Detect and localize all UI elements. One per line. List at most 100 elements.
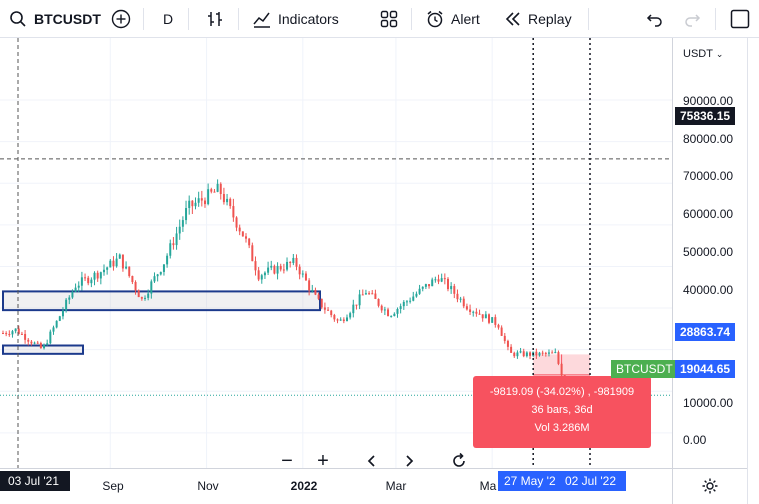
reset-chart-button[interactable] bbox=[444, 446, 474, 468]
candle-body bbox=[118, 254, 121, 259]
candle-body bbox=[178, 226, 181, 234]
redo-button[interactable] bbox=[682, 0, 702, 38]
candle-body bbox=[314, 290, 317, 295]
price-tick: 60000.00 bbox=[683, 207, 734, 221]
time-tick: Ma bbox=[479, 479, 497, 493]
candle-body bbox=[541, 352, 544, 354]
chevron-left-icon bbox=[367, 455, 375, 467]
zoom-out-button[interactable]: − bbox=[272, 446, 302, 469]
candle-body bbox=[304, 273, 307, 281]
crosshair-date-label: 03 Jul '21 bbox=[0, 471, 70, 491]
candle-body bbox=[383, 309, 386, 311]
candle-body bbox=[465, 306, 468, 310]
candle-body bbox=[254, 261, 257, 271]
candle-body bbox=[396, 308, 399, 314]
price-tick: 70000.00 bbox=[683, 169, 734, 183]
right-sidebar-edge bbox=[747, 38, 759, 504]
candle-body bbox=[522, 351, 525, 357]
fullscreen-button[interactable] bbox=[729, 0, 751, 38]
candle-body bbox=[295, 257, 298, 267]
candle-body bbox=[333, 315, 336, 320]
candle-body bbox=[33, 342, 36, 344]
scroll-right-button[interactable] bbox=[394, 446, 424, 468]
candle-body bbox=[263, 272, 266, 276]
price-axis[interactable]: USDT ⌄ 90000.00 80000.00 70000.00 60000.… bbox=[672, 38, 747, 468]
candle-body bbox=[188, 200, 191, 209]
candle-body bbox=[251, 245, 254, 262]
templates-button[interactable] bbox=[379, 0, 399, 38]
plus-icon: + bbox=[317, 449, 329, 469]
currency-selector[interactable]: USDT ⌄ bbox=[683, 48, 723, 60]
candle-body bbox=[68, 297, 71, 300]
price-tick: 50000.00 bbox=[683, 245, 734, 259]
candle-body bbox=[484, 314, 487, 319]
candlestick-chart[interactable] bbox=[0, 38, 672, 468]
candle-body bbox=[355, 304, 358, 306]
scroll-left-button[interactable] bbox=[357, 446, 387, 468]
candle-body bbox=[257, 270, 260, 280]
zoom-in-button[interactable]: + bbox=[308, 446, 338, 469]
crosshair-price-label: 75836.15 bbox=[675, 107, 736, 125]
measure-volume: Vol 3.286M bbox=[534, 422, 590, 434]
price-tick: 80000.00 bbox=[683, 132, 734, 146]
candle-body bbox=[428, 284, 431, 287]
candle-body bbox=[292, 257, 295, 264]
candle-body bbox=[219, 183, 222, 195]
candle-body bbox=[172, 243, 175, 246]
candle-body bbox=[475, 311, 478, 314]
candle-body bbox=[232, 206, 235, 218]
candle-body bbox=[128, 266, 131, 277]
candle-body bbox=[166, 255, 169, 265]
replay-label: Replay bbox=[528, 11, 572, 27]
range-end-date-label: 02 Jul '22 bbox=[560, 471, 626, 491]
candle-body bbox=[36, 342, 39, 344]
interval-button[interactable]: D bbox=[163, 0, 173, 38]
candle-body bbox=[547, 352, 550, 354]
candle-body bbox=[443, 278, 446, 280]
candle-body bbox=[289, 261, 292, 264]
candle-body bbox=[352, 304, 355, 314]
candle-body bbox=[27, 339, 30, 342]
grid-lines bbox=[0, 38, 672, 468]
settings-button[interactable] bbox=[701, 477, 719, 500]
candle-body bbox=[140, 297, 143, 299]
candle-body bbox=[241, 231, 244, 237]
symbol-search-button[interactable]: BTCUSDT bbox=[8, 0, 101, 38]
chart-type-button[interactable] bbox=[205, 0, 225, 38]
zone-rectangles bbox=[2, 290, 321, 355]
time-tick: Nov bbox=[197, 479, 219, 493]
range-start-date-label: 27 May '2 bbox=[498, 471, 560, 491]
undo-button[interactable] bbox=[645, 0, 665, 38]
candle-body bbox=[39, 343, 42, 349]
candle-body bbox=[229, 198, 232, 207]
grid-icon bbox=[380, 10, 398, 28]
alert-button[interactable]: Alert bbox=[425, 0, 480, 38]
candle-body bbox=[5, 333, 8, 335]
candle-body bbox=[497, 324, 500, 328]
candle-body bbox=[431, 279, 434, 287]
candle-body bbox=[58, 316, 61, 321]
candle-body bbox=[349, 313, 352, 318]
replay-button[interactable]: Replay bbox=[503, 0, 572, 38]
candle-body bbox=[185, 208, 188, 221]
candle-body bbox=[557, 352, 560, 364]
candle-body bbox=[551, 352, 554, 354]
candle-body bbox=[342, 319, 345, 322]
top-toolbar: BTCUSDT D Indicators bbox=[0, 0, 759, 38]
candle-body bbox=[459, 298, 462, 300]
candle-body bbox=[529, 352, 532, 356]
candle-body bbox=[503, 335, 506, 341]
candle-body bbox=[175, 233, 178, 246]
divider bbox=[588, 8, 589, 30]
range-high-price-label: 28863.74 bbox=[675, 323, 736, 341]
measure-change: -9819.09 (-34.02%) , -981909 bbox=[489, 386, 635, 398]
measure-info-box: -9819.09 (-34.02%) , -981909 36 bars, 36… bbox=[473, 376, 651, 448]
indicators-label: Indicators bbox=[278, 11, 339, 27]
minus-icon: − bbox=[281, 449, 293, 469]
compare-button[interactable] bbox=[111, 0, 131, 38]
candle-body bbox=[14, 328, 17, 332]
candle-body bbox=[345, 317, 348, 322]
alarm-clock-icon bbox=[427, 10, 443, 28]
indicators-button[interactable]: Indicators bbox=[252, 0, 339, 38]
candle-body bbox=[115, 258, 118, 267]
